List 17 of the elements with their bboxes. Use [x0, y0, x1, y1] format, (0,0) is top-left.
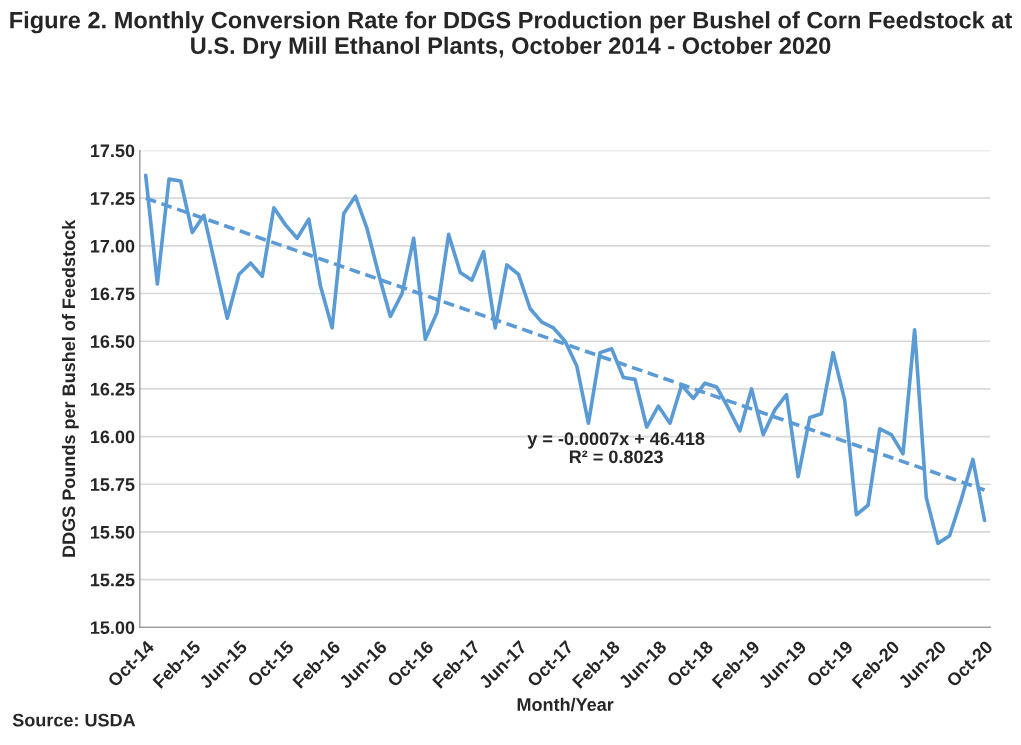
y-tick-label: 16.75 [90, 287, 135, 301]
y-tick-label: 16.00 [90, 430, 135, 444]
x-axis-title: Month/Year [517, 697, 614, 712]
y-tick-label: 17.00 [90, 239, 135, 253]
y-tick-label: 15.50 [90, 525, 135, 539]
source-note: Source: USDA [12, 713, 136, 727]
annotation: y = -0.0007x + 46.418 R² = 0.8023 [527, 432, 705, 464]
y-tick-label: 16.50 [90, 335, 135, 348]
line-series [143, 173, 987, 546]
y-tick-label: 15.25 [90, 573, 135, 587]
y-tick-label: 16.25 [90, 382, 135, 396]
y-axis-title: DDGS Pounds per Bushel of Feedstock [61, 219, 79, 557]
y-tick-label: 15.00 [90, 621, 135, 635]
y-tick-label: 17.50 [90, 144, 135, 158]
y-tick-label: 17.25 [90, 192, 135, 205]
chart-title: Figure 2. Monthly Conversion Rate for DDGS Production per Bushel of Corn Feedstock at U.S. Dry Mill Ethanol Plants, October 2014 - October 2020 [10, 11, 1013, 59]
y-tick-label: 15.75 [90, 478, 135, 491]
